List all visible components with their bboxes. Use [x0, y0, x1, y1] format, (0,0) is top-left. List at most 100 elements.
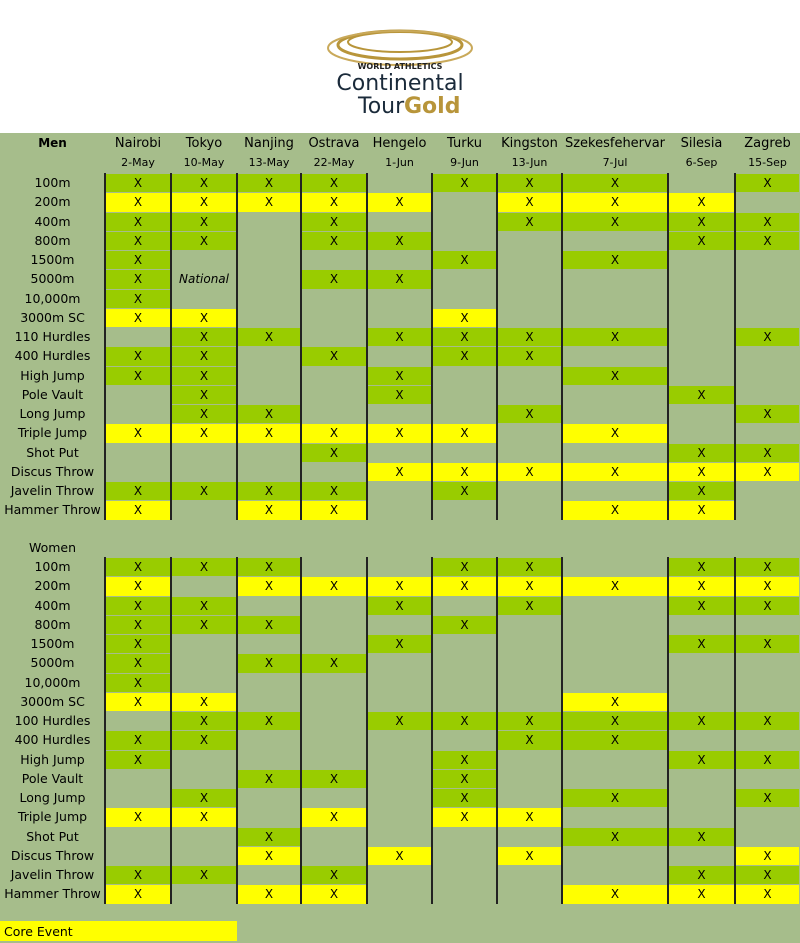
event-cell: X	[563, 692, 667, 711]
event-cell: X	[172, 347, 236, 366]
event-cell: X	[669, 750, 734, 769]
event-cell: X	[368, 424, 431, 443]
event-cell: X	[302, 654, 366, 673]
event-cell: X	[238, 558, 300, 577]
event-cell: X	[238, 482, 300, 501]
column-divider	[300, 173, 302, 520]
column-divider	[431, 173, 433, 520]
event-cell: X	[669, 596, 734, 615]
event-cell: X	[302, 347, 366, 366]
event-cell: X	[302, 769, 366, 788]
event-cell: X	[238, 424, 300, 443]
event-label: 5000m	[30, 271, 75, 287]
event-cell: X	[172, 789, 236, 808]
event-cell: X	[736, 577, 799, 596]
column-divider	[236, 173, 238, 520]
column-divider	[561, 557, 563, 904]
cell-note: National	[178, 272, 229, 287]
event-label: Long Jump	[19, 790, 86, 806]
event-cell: X	[736, 174, 799, 193]
meeting-date: 13-May	[248, 156, 290, 169]
event-label: 5000m	[30, 655, 75, 671]
event-cell: X	[302, 424, 366, 443]
event-cell: X	[498, 558, 561, 577]
event-cell: X	[736, 635, 799, 654]
event-cell: X	[106, 347, 170, 366]
event-cell: X	[106, 577, 170, 596]
event-cell: X	[669, 558, 734, 577]
event-cell: X	[669, 443, 734, 462]
event-cell: X	[238, 712, 300, 731]
event-cell: X	[669, 635, 734, 654]
event-cell: X	[238, 769, 300, 788]
event-cell: X	[736, 558, 799, 577]
event-cell: X	[238, 885, 300, 904]
meeting-city: Tokyo	[185, 135, 223, 151]
event-cell: X	[433, 251, 496, 270]
event-cell: X	[172, 692, 236, 711]
event-cell: X	[106, 501, 170, 520]
event-cell: X	[669, 866, 734, 885]
event-cell: X	[498, 212, 561, 231]
event-cell: X	[172, 231, 236, 250]
event-label: 800m	[34, 616, 71, 632]
event-cell: X	[238, 405, 300, 424]
event-label: Pole Vault	[21, 770, 84, 786]
event-cell: X	[106, 174, 170, 193]
meeting-city: Zagreb	[744, 135, 791, 151]
event-cell: X	[433, 347, 496, 366]
event-cell: X	[563, 731, 667, 750]
event-cell: X	[172, 385, 236, 404]
meeting-date: 13-Jun	[511, 156, 548, 169]
event-cell: X	[172, 174, 236, 193]
event-label: 3000m SC	[20, 693, 85, 709]
event-cell: X	[172, 731, 236, 750]
event-cell: X	[498, 846, 561, 865]
column-divider	[496, 557, 498, 904]
event-cell: X	[563, 789, 667, 808]
event-cell: X	[669, 231, 734, 250]
logo-line1: Continental	[336, 71, 463, 96]
meeting-city: Kingston	[501, 135, 558, 151]
section-title: Men	[38, 136, 67, 150]
event-cell: X	[368, 577, 431, 596]
event-cell: X	[563, 193, 667, 212]
event-cell: X	[669, 212, 734, 231]
event-cell: X	[106, 231, 170, 250]
event-label: 400 Hurdles	[14, 732, 91, 748]
event-cell: X	[172, 193, 236, 212]
event-label: 100 Hurdles	[14, 713, 91, 729]
event-cell: X	[106, 596, 170, 615]
event-cell: X	[433, 308, 496, 327]
event-label: Javelin Throw	[10, 483, 95, 499]
event-cell: X	[498, 596, 561, 615]
event-cell: X	[736, 846, 799, 865]
column-divider	[104, 173, 106, 520]
column-divider	[561, 173, 563, 520]
event-cell: X	[172, 615, 236, 634]
event-cell: X	[368, 712, 431, 731]
event-cell: X	[563, 251, 667, 270]
section-title: Women	[28, 540, 77, 555]
meeting-date: 6-Sep	[685, 156, 718, 169]
logo-tour: Tour	[357, 94, 405, 119]
event-cell: X	[106, 731, 170, 750]
event-cell: X	[172, 558, 236, 577]
column-divider	[667, 557, 669, 904]
event-cell: X	[563, 174, 667, 193]
meeting-city: Hengelo	[372, 135, 427, 151]
event-cell: X	[433, 558, 496, 577]
event-label: Triple Jump	[17, 425, 88, 441]
event-label: 400 Hurdles	[14, 348, 91, 364]
event-cell: X	[106, 270, 170, 289]
event-cell: X	[498, 731, 561, 750]
event-cell: X	[172, 328, 236, 347]
event-cell: X	[433, 789, 496, 808]
event-cell: X	[238, 846, 300, 865]
event-cell: X	[433, 808, 496, 827]
event-cell: X	[669, 827, 734, 846]
event-label: 1500m	[30, 252, 75, 268]
event-cell: X	[106, 308, 170, 327]
event-cell: X	[368, 231, 431, 250]
meeting-city: Silesia	[680, 135, 723, 151]
